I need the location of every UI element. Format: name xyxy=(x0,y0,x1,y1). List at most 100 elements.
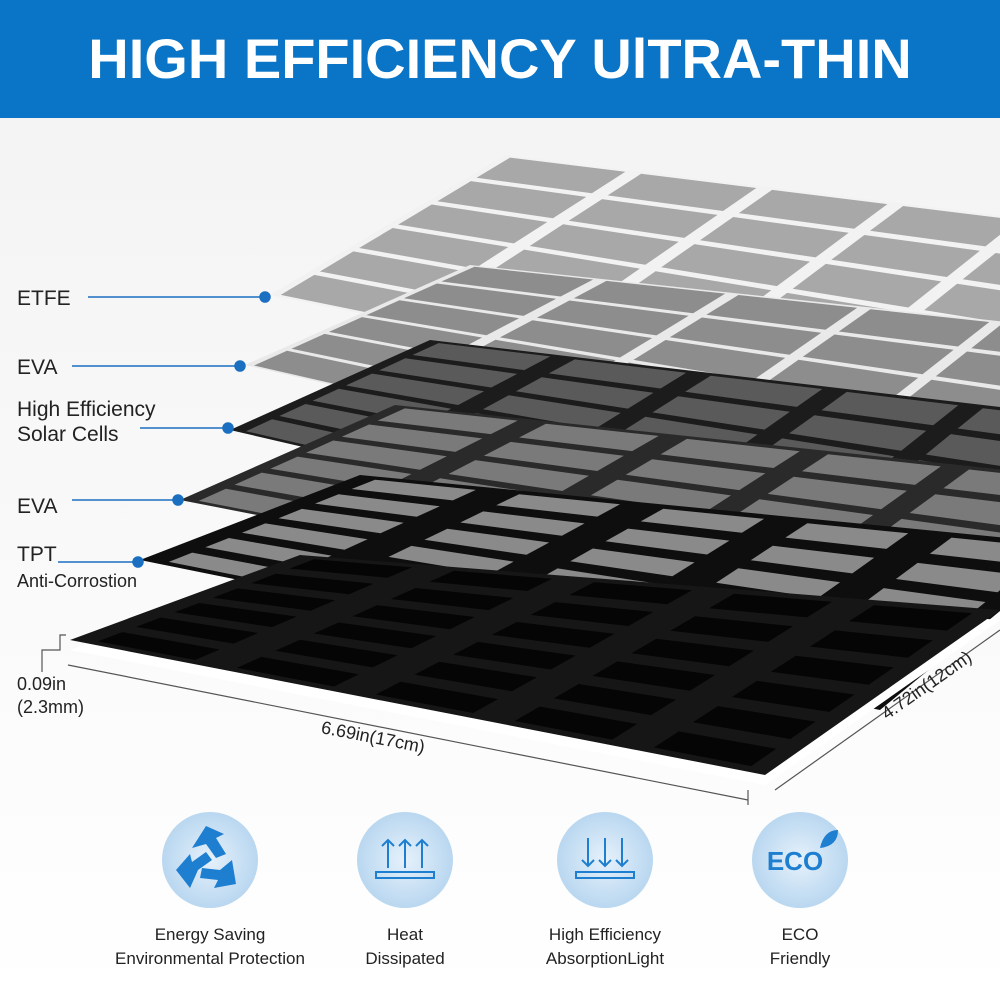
cell xyxy=(592,661,716,691)
cell xyxy=(375,681,498,713)
cell xyxy=(770,655,894,685)
cell xyxy=(801,454,941,485)
cell xyxy=(924,283,1000,323)
cell xyxy=(568,199,718,238)
cell xyxy=(685,375,823,407)
cell xyxy=(766,359,919,403)
dimension-label: (2.3mm) xyxy=(17,697,84,717)
cell xyxy=(895,562,1000,593)
cell xyxy=(700,217,849,258)
cell xyxy=(515,377,654,409)
leader-dot xyxy=(222,422,234,434)
width-line xyxy=(774,629,1000,791)
cell xyxy=(750,545,875,574)
layer-label: TPT xyxy=(17,543,57,566)
cell xyxy=(453,641,576,670)
cell xyxy=(483,441,624,471)
cell xyxy=(491,622,615,648)
cell xyxy=(499,320,653,358)
cell xyxy=(849,605,972,631)
layer-label: High Efficiency xyxy=(17,398,156,421)
leaf xyxy=(820,830,838,848)
dimension-label: 0.09in xyxy=(17,674,66,694)
cell xyxy=(306,440,447,470)
feature-label: Friendly xyxy=(770,949,831,968)
cell xyxy=(136,617,259,644)
cell xyxy=(289,559,413,578)
cell xyxy=(174,603,297,628)
recycle-icon xyxy=(176,826,236,888)
feature-label: High Efficiency xyxy=(549,925,662,944)
cell xyxy=(652,396,790,430)
cell xyxy=(785,523,909,549)
cell xyxy=(529,224,679,265)
cell xyxy=(412,343,551,371)
cell xyxy=(590,479,731,513)
cell xyxy=(957,408,1000,435)
cell xyxy=(640,508,765,533)
cell xyxy=(403,283,557,316)
leader-dot xyxy=(259,291,271,303)
leader-dot xyxy=(132,556,144,568)
eco-icon-text: ECO xyxy=(767,846,823,876)
cell xyxy=(669,317,822,355)
layer-label: Anti-Corrostion xyxy=(17,571,137,591)
feature-label: AbsorptionLight xyxy=(546,949,664,968)
cell xyxy=(731,680,855,712)
cell xyxy=(351,479,476,501)
cell xyxy=(377,408,518,435)
cell xyxy=(738,189,888,229)
cell xyxy=(625,459,766,491)
cell xyxy=(424,528,550,555)
feature-label: Energy Saving xyxy=(155,925,266,944)
cell xyxy=(429,570,552,591)
cell xyxy=(962,253,1000,285)
cell xyxy=(315,494,440,517)
title: HIGH EFFICIENCY UlTRA-THIN xyxy=(88,27,911,90)
cell xyxy=(437,181,587,219)
cell xyxy=(359,228,509,269)
cell xyxy=(97,632,220,660)
cell xyxy=(548,359,687,389)
cell xyxy=(792,263,942,308)
cell xyxy=(514,706,638,740)
cell xyxy=(553,684,677,716)
cell xyxy=(366,300,520,336)
feature-icons: ECO xyxy=(162,812,848,908)
cell xyxy=(660,438,800,468)
absorb-icon xyxy=(575,838,635,879)
icon-circle xyxy=(752,812,848,908)
cell xyxy=(448,460,589,491)
cell xyxy=(838,309,990,347)
cell xyxy=(275,639,398,668)
cell xyxy=(935,351,1000,386)
cell xyxy=(810,630,933,658)
cell xyxy=(341,424,483,452)
cell xyxy=(251,573,374,595)
cell xyxy=(212,588,336,611)
cell xyxy=(943,469,1000,496)
cell xyxy=(971,325,1000,352)
header-bar xyxy=(0,0,1000,118)
cell xyxy=(536,300,689,336)
cell xyxy=(605,528,730,555)
cell xyxy=(706,295,858,330)
cell xyxy=(909,494,1000,526)
feature-label: ECO xyxy=(782,925,819,944)
cell xyxy=(633,340,786,380)
cell xyxy=(569,582,692,605)
cell xyxy=(802,334,954,375)
cell xyxy=(925,434,1000,466)
cell xyxy=(236,656,359,687)
leader-dot xyxy=(234,360,246,372)
cell xyxy=(241,523,368,550)
layer-label: EVA xyxy=(17,356,57,379)
cell xyxy=(789,415,927,451)
length-line xyxy=(67,664,749,801)
cell xyxy=(414,661,537,692)
layer-label: EVA xyxy=(17,495,57,518)
cell xyxy=(441,266,594,297)
cell xyxy=(870,206,1000,247)
cell xyxy=(831,235,980,277)
cell xyxy=(476,157,626,194)
